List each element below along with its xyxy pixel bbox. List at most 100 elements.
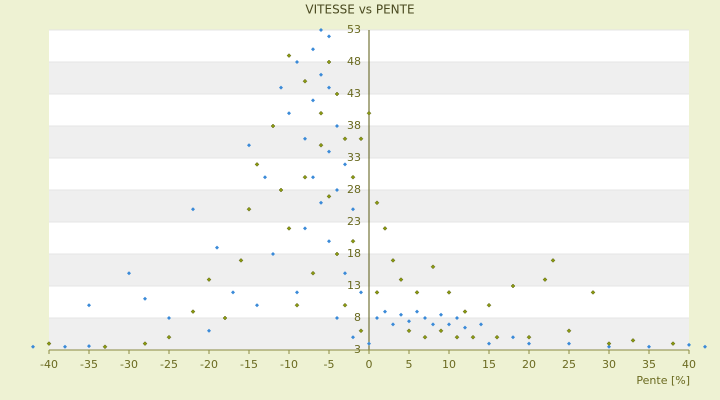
point	[319, 200, 323, 205]
point	[319, 28, 323, 32]
point	[46, 341, 52, 346]
point	[303, 136, 307, 141]
point	[406, 328, 412, 334]
point	[310, 270, 316, 276]
point	[367, 341, 371, 346]
point	[550, 258, 556, 263]
point	[302, 78, 308, 84]
point	[390, 258, 396, 263]
point	[295, 290, 299, 295]
point	[278, 187, 284, 193]
x-tick-label: -15	[240, 358, 258, 371]
x-tick-label: -30	[120, 358, 138, 371]
point	[414, 290, 420, 295]
point	[294, 302, 300, 308]
point	[366, 110, 372, 116]
point	[630, 338, 636, 343]
x-tick-label: -10	[280, 358, 298, 371]
point	[143, 296, 147, 301]
point	[487, 341, 491, 346]
point	[343, 271, 347, 276]
x-tick-label: 20	[522, 358, 536, 371]
point	[511, 335, 515, 340]
point	[398, 277, 404, 282]
point	[375, 316, 379, 320]
x-tick-label: 25	[562, 358, 576, 371]
point	[350, 174, 356, 180]
point	[238, 258, 244, 263]
point	[374, 200, 380, 206]
point	[335, 124, 339, 128]
point	[342, 302, 348, 308]
x-axis-label: Pente [%]	[636, 374, 690, 387]
point	[311, 47, 315, 52]
point	[319, 72, 323, 77]
point	[318, 110, 324, 116]
point	[358, 328, 364, 334]
point	[286, 226, 292, 231]
point	[383, 309, 387, 314]
point	[567, 341, 571, 346]
point	[703, 344, 707, 349]
point	[311, 175, 315, 180]
point	[527, 341, 531, 346]
point	[590, 290, 596, 295]
point	[206, 277, 212, 282]
point	[438, 328, 444, 334]
y-tick-label: 8	[354, 311, 361, 324]
point	[327, 34, 331, 39]
point	[311, 98, 315, 103]
point	[102, 344, 108, 350]
y-tick-label: 43	[347, 87, 361, 100]
point	[326, 59, 332, 65]
x-tick-label: -40	[40, 358, 58, 371]
point	[191, 207, 195, 212]
point	[542, 277, 548, 282]
y-tick-label: 33	[347, 151, 361, 164]
point	[335, 188, 339, 192]
point	[327, 85, 331, 90]
point	[302, 174, 308, 180]
point	[318, 142, 324, 148]
point	[270, 123, 276, 129]
point	[215, 245, 219, 250]
point	[327, 149, 331, 154]
point	[295, 60, 299, 64]
point	[423, 316, 427, 320]
y-tick-label: 53	[347, 23, 361, 36]
point	[279, 85, 283, 90]
x-tick-label: 0	[366, 358, 373, 371]
point	[454, 334, 460, 340]
point	[687, 342, 691, 347]
point	[407, 319, 411, 324]
point	[247, 143, 251, 148]
point	[334, 251, 340, 257]
point	[142, 341, 148, 346]
x-tick-label: 30	[602, 358, 616, 371]
point	[255, 303, 259, 308]
point	[231, 290, 235, 295]
point	[526, 334, 532, 340]
point	[374, 290, 380, 295]
point	[430, 264, 436, 270]
point	[359, 290, 363, 295]
point	[286, 53, 292, 58]
y-tick-label: 18	[347, 247, 361, 260]
point	[422, 334, 428, 340]
x-tick-label: 5	[406, 358, 413, 371]
point	[31, 344, 35, 349]
x-tick-label: -5	[324, 358, 335, 371]
point	[607, 344, 611, 349]
point	[342, 136, 348, 142]
point	[470, 334, 476, 340]
point	[479, 322, 483, 327]
point	[350, 238, 356, 244]
y-tick-label: 23	[347, 215, 361, 228]
point	[566, 328, 572, 334]
point	[254, 162, 260, 167]
point	[207, 328, 211, 333]
x-tick-label: 35	[642, 358, 656, 371]
point	[326, 194, 332, 199]
point	[287, 111, 291, 116]
y-tick-label: 48	[347, 55, 361, 68]
